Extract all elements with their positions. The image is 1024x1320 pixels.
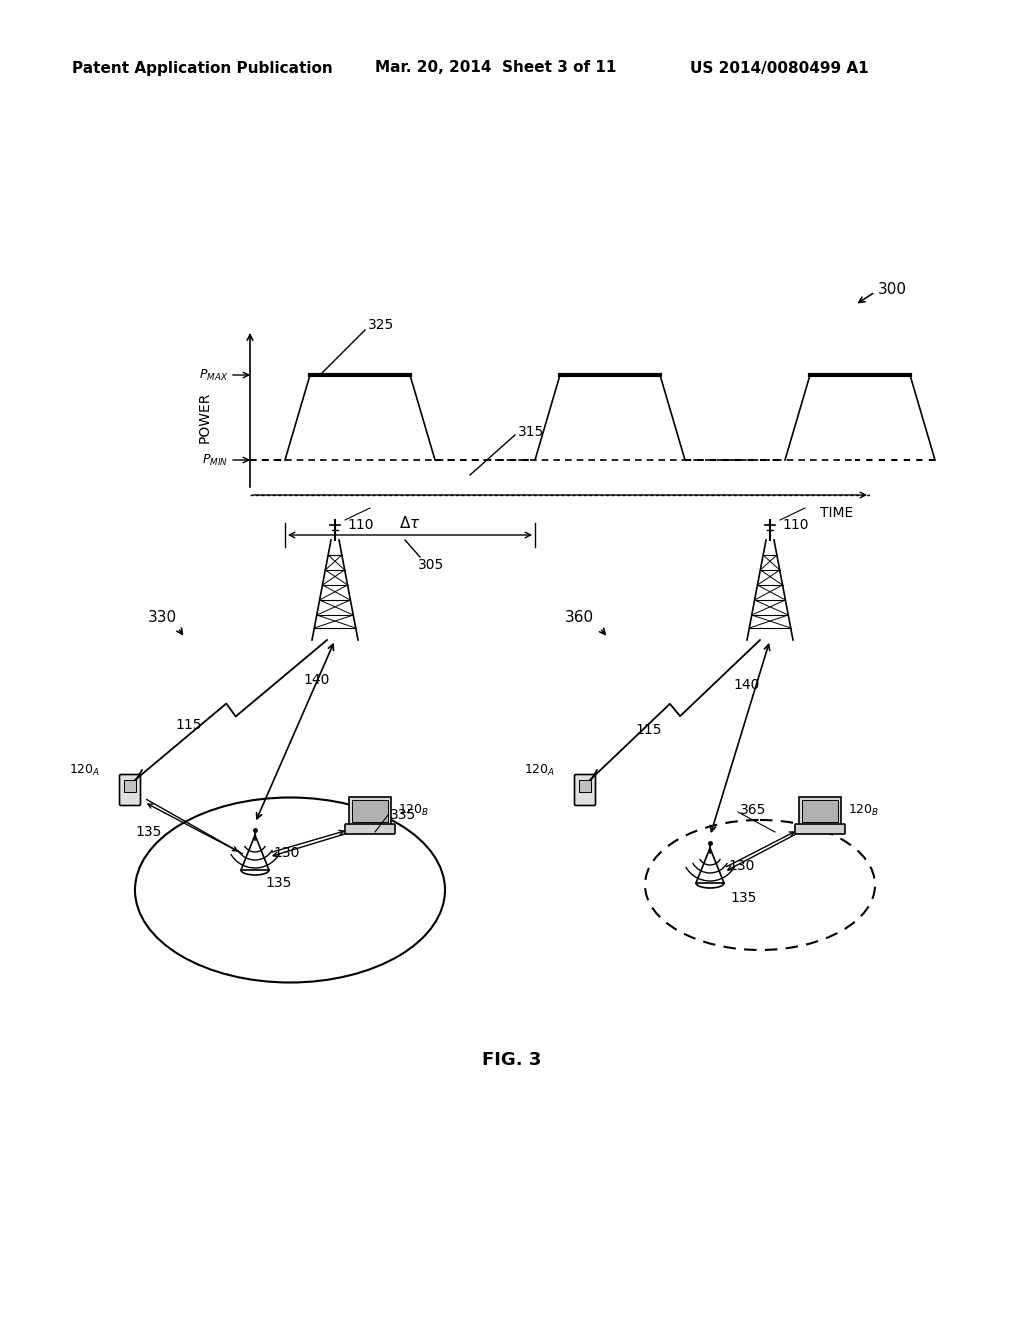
Text: $P_{MIN}$: $P_{MIN}$ <box>202 453 228 467</box>
Text: 360: 360 <box>565 610 594 626</box>
Text: 130: 130 <box>728 859 755 873</box>
Text: 140: 140 <box>733 678 760 692</box>
Text: Mar. 20, 2014  Sheet 3 of 11: Mar. 20, 2014 Sheet 3 of 11 <box>375 61 616 75</box>
Text: 135: 135 <box>265 876 292 890</box>
Text: 130: 130 <box>273 846 299 861</box>
Bar <box>349 797 391 825</box>
Text: $120_B$: $120_B$ <box>848 803 880 817</box>
Text: POWER: POWER <box>198 392 212 444</box>
Text: TIME: TIME <box>820 506 853 520</box>
Text: 110: 110 <box>347 517 374 532</box>
Text: 365: 365 <box>740 803 766 817</box>
Text: 330: 330 <box>148 610 177 626</box>
Text: 335: 335 <box>390 808 416 822</box>
Bar <box>124 780 136 792</box>
Text: 115: 115 <box>635 723 662 737</box>
FancyBboxPatch shape <box>120 775 140 805</box>
Bar <box>799 797 841 825</box>
Text: 135: 135 <box>730 891 757 906</box>
Text: FIG. 3: FIG. 3 <box>482 1051 542 1069</box>
FancyBboxPatch shape <box>345 824 395 834</box>
Bar <box>579 780 591 792</box>
Text: $120_B$: $120_B$ <box>398 803 429 817</box>
Text: 115: 115 <box>175 718 202 733</box>
FancyBboxPatch shape <box>574 775 596 805</box>
Text: $120_A$: $120_A$ <box>69 763 100 777</box>
Bar <box>802 800 838 822</box>
Text: 305: 305 <box>418 558 444 572</box>
Text: 300: 300 <box>878 282 907 297</box>
Text: 110: 110 <box>782 517 809 532</box>
Text: 325: 325 <box>368 318 394 333</box>
Text: US 2014/0080499 A1: US 2014/0080499 A1 <box>690 61 868 75</box>
Text: $\Delta\tau$: $\Delta\tau$ <box>399 515 421 531</box>
Bar <box>352 800 388 822</box>
FancyBboxPatch shape <box>795 824 845 834</box>
Text: 315: 315 <box>518 425 545 440</box>
Text: $120_A$: $120_A$ <box>523 763 555 777</box>
Text: 140: 140 <box>304 673 330 686</box>
Text: 135: 135 <box>135 825 162 840</box>
Text: $P_{MAX}$: $P_{MAX}$ <box>199 367 228 383</box>
Text: Patent Application Publication: Patent Application Publication <box>72 61 333 75</box>
